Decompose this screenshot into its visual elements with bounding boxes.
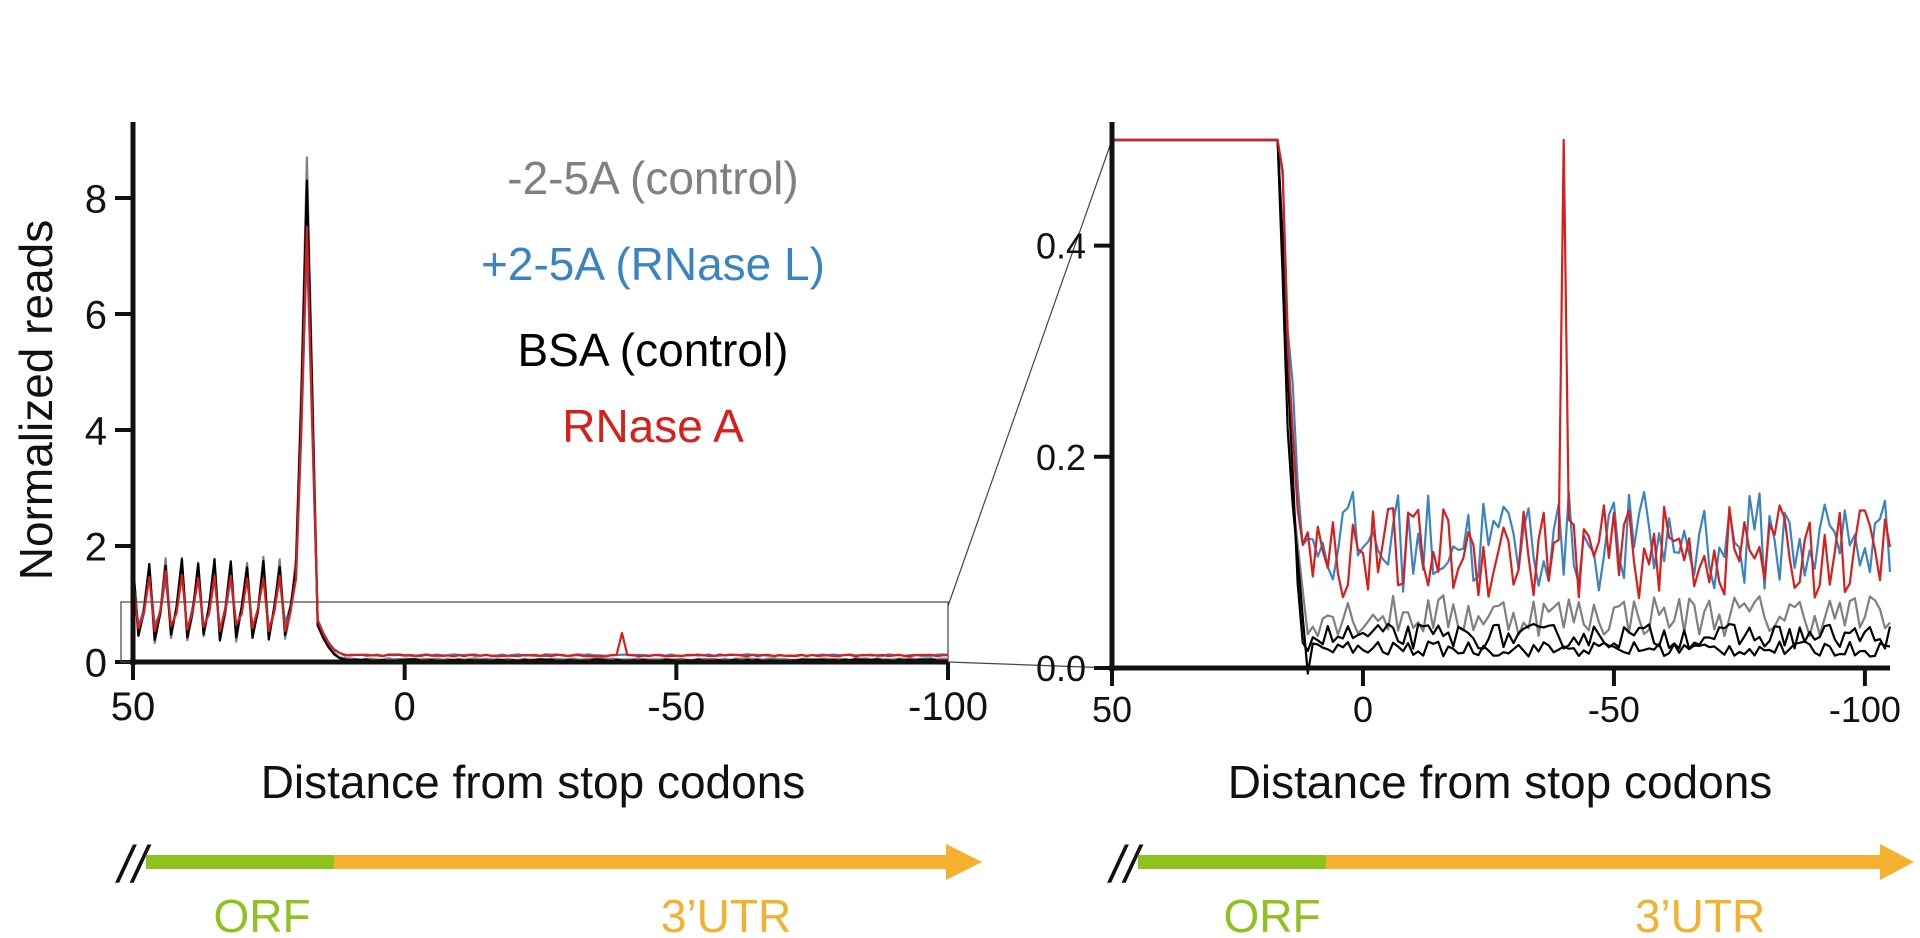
legend-entry-bsa: BSA (control) — [518, 324, 789, 376]
series-line-rnase-a — [1112, 138, 1892, 600]
zoom-connector-top — [947, 139, 1113, 607]
y-axis-label: Normalized reads — [10, 220, 62, 580]
legend: -2-5A (control) +2-5A (RNase L) BSA (con… — [481, 152, 825, 452]
x-axis-ticks-zoom: 50 0 -50 -100 — [1092, 668, 1901, 730]
x-tick-label: 50 — [111, 685, 156, 729]
utr-label: 3’UTR — [1635, 890, 1765, 938]
x-tick-label: -100 — [908, 685, 988, 729]
zoom-region-box — [120, 601, 949, 663]
x-tick-label: -50 — [647, 685, 705, 729]
x-tick-label: -100 — [1829, 689, 1901, 730]
x-axis-label: Distance from stop codons — [261, 756, 806, 808]
x-tick-label: 0 — [1353, 689, 1373, 730]
y-tick-label: 6 — [85, 293, 107, 337]
series-line--2-5a-control- — [131, 156, 949, 661]
series-line-bsa-control- — [1112, 138, 1892, 652]
utr-label: 3’UTR — [661, 890, 791, 938]
y-tick-label: 0.0 — [1036, 648, 1086, 689]
y-tick-label: 0.4 — [1036, 226, 1086, 267]
x-tick-label: -50 — [1588, 689, 1640, 730]
utr-arrowhead-icon — [1880, 844, 1914, 880]
legend-entry-control-2-5a: -2-5A (control) — [507, 152, 798, 204]
y-tick-label: 4 — [85, 409, 107, 453]
break-symbol-icon: // — [115, 836, 151, 894]
series-line--2-5a-rnase-l- — [1112, 138, 1892, 593]
y-axis-ticks: 0 2 4 6 8 — [85, 177, 133, 685]
y-tick-label: 8 — [85, 177, 107, 221]
x-axis-label-zoom: Distance from stop codons — [1228, 756, 1773, 808]
y-axis-ticks-zoom: 0.0 0.2 0.4 — [1036, 226, 1112, 689]
series-line-bsa-control-replicate — [1112, 138, 1891, 675]
zoom-view-series — [1112, 138, 1892, 675]
x-tick-label: 0 — [394, 685, 416, 729]
orf-label: ORF — [213, 890, 310, 938]
legend-entry-rnase-l: +2-5A (RNase L) — [481, 238, 825, 290]
y-tick-label: 0.2 — [1036, 437, 1086, 478]
utr-arrowhead-icon — [946, 844, 982, 880]
break-symbol-icon: // — [1107, 836, 1143, 894]
full-view-series — [131, 156, 949, 663]
series-line--2-5a-rnase-l- — [131, 243, 949, 657]
gene-diagram-right: // ORF 3’UTR — [1107, 836, 1914, 938]
zoom-connector-bottom — [947, 661, 1113, 669]
orf-label: ORF — [1223, 890, 1320, 938]
x-axis-ticks: 50 0 -50 -100 — [111, 662, 988, 729]
x-tick-label: 50 — [1092, 689, 1132, 730]
legend-entry-rnase-a: RNase A — [562, 400, 744, 452]
series-line--2-5a-control- — [1112, 138, 1891, 638]
series-line-rnase-a — [131, 225, 949, 658]
zoom-view-chart: 0.0 0.2 0.4 50 0 -50 -100 Distance from stop … — [1036, 122, 1901, 808]
gene-diagram-left: // ORF 3’UTR — [115, 836, 982, 938]
y-tick-label: 2 — [85, 525, 107, 569]
y-tick-label: 0 — [85, 641, 107, 685]
